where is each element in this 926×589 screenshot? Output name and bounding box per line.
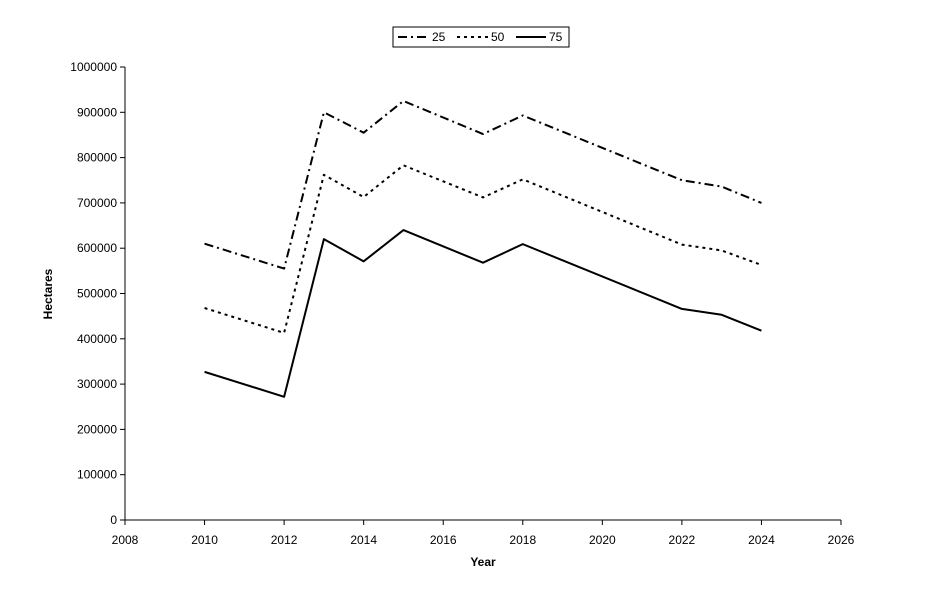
legend-label: 50 xyxy=(491,30,505,44)
x-tick-label: 2016 xyxy=(430,533,457,547)
axes: 0 100000 200000 300000 400000 500000 600000 700… xyxy=(70,60,854,547)
legend-label: 75 xyxy=(549,30,563,44)
x-tick-label: 2018 xyxy=(509,533,536,547)
y-tick-label: 1000000 xyxy=(70,60,117,74)
series-line-50 xyxy=(204,164,762,334)
series-line-25 xyxy=(204,99,762,270)
x-tick-label: 2022 xyxy=(669,533,696,547)
y-tick-label: 300000 xyxy=(77,377,117,391)
y-tick-label: 400000 xyxy=(77,332,117,346)
y-tick-label: 0 xyxy=(110,513,117,527)
y-tick-label: 700000 xyxy=(77,196,117,210)
x-tick-label: 2008 xyxy=(112,533,139,547)
y-tick-label: 500000 xyxy=(77,287,117,301)
y-tick-label: 900000 xyxy=(77,105,117,119)
series-lines xyxy=(204,99,762,398)
x-axis-title: Year xyxy=(470,555,496,569)
y-axis-title: Hectares xyxy=(41,268,55,319)
y-tick-label: 100000 xyxy=(77,468,117,482)
legend: 25 50 75 xyxy=(392,26,570,48)
y-tick-label: 800000 xyxy=(77,151,117,165)
x-tick-label: 2026 xyxy=(828,533,855,547)
y-tick-label: 200000 xyxy=(77,422,117,436)
y-tick-label: 600000 xyxy=(77,241,117,255)
x-tick-label: 2020 xyxy=(589,533,616,547)
legend-label: 25 xyxy=(432,30,446,44)
x-tick-label: 2012 xyxy=(271,533,298,547)
x-tick-label: 2014 xyxy=(350,533,377,547)
series-line-75 xyxy=(204,229,762,398)
x-tick-label: 2024 xyxy=(748,533,775,547)
x-tick-label: 2010 xyxy=(191,533,218,547)
